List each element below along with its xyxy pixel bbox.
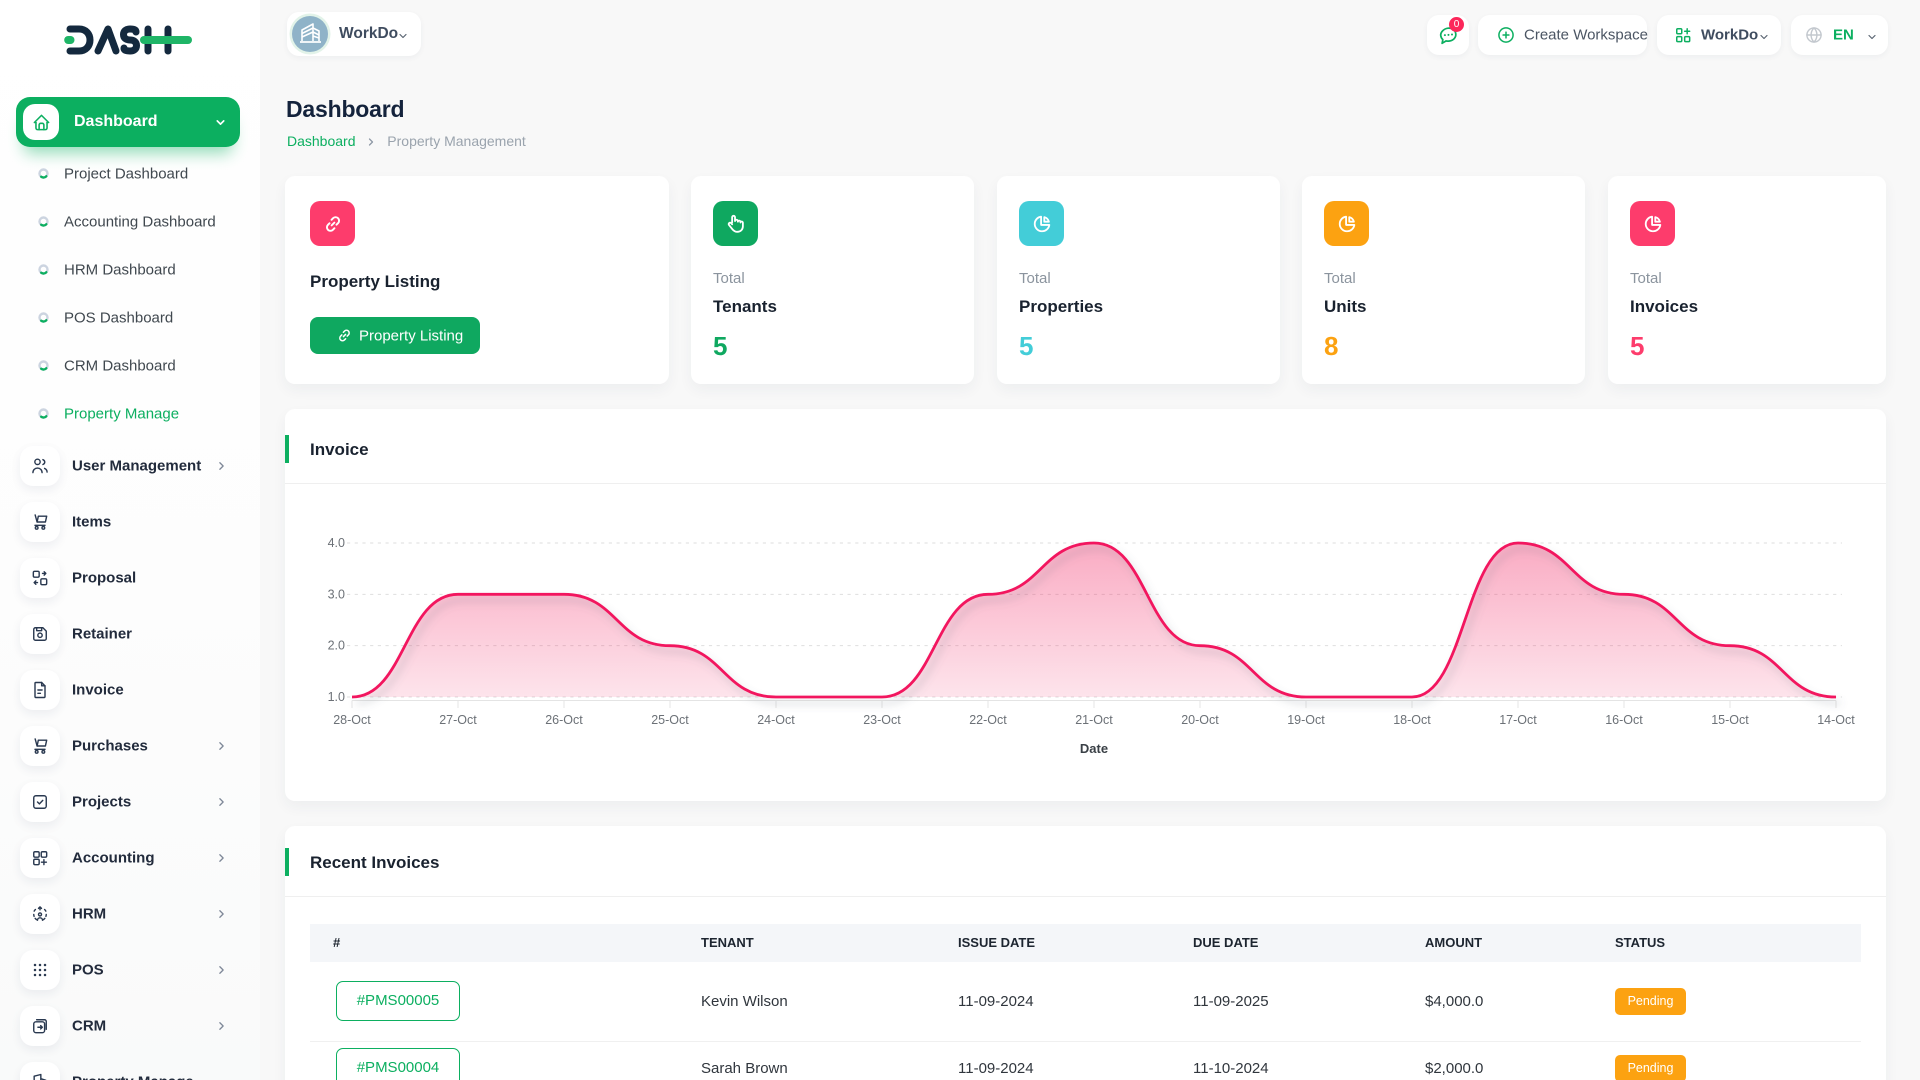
svg-text:18-Oct: 18-Oct [1393, 713, 1431, 727]
svg-text:21-Oct: 21-Oct [1075, 713, 1113, 727]
svg-text:14-Oct: 14-Oct [1817, 713, 1855, 727]
svg-text:3.0: 3.0 [328, 587, 345, 601]
svg-text:Date: Date [1080, 741, 1108, 756]
svg-text:25-Oct: 25-Oct [651, 713, 689, 727]
svg-text:4.0: 4.0 [328, 536, 345, 550]
svg-text:17-Oct: 17-Oct [1499, 713, 1537, 727]
svg-text:26-Oct: 26-Oct [545, 713, 583, 727]
svg-text:24-Oct: 24-Oct [757, 713, 795, 727]
svg-text:20-Oct: 20-Oct [1181, 713, 1219, 727]
svg-text:22-Oct: 22-Oct [969, 713, 1007, 727]
svg-text:23-Oct: 23-Oct [863, 713, 901, 727]
svg-text:19-Oct: 19-Oct [1287, 713, 1325, 727]
svg-text:15-Oct: 15-Oct [1711, 713, 1749, 727]
svg-text:27-Oct: 27-Oct [439, 713, 477, 727]
svg-text:16-Oct: 16-Oct [1605, 713, 1643, 727]
svg-text:1.0: 1.0 [328, 690, 345, 704]
svg-text:2.0: 2.0 [328, 639, 345, 653]
svg-text:28-Oct: 28-Oct [333, 713, 371, 727]
